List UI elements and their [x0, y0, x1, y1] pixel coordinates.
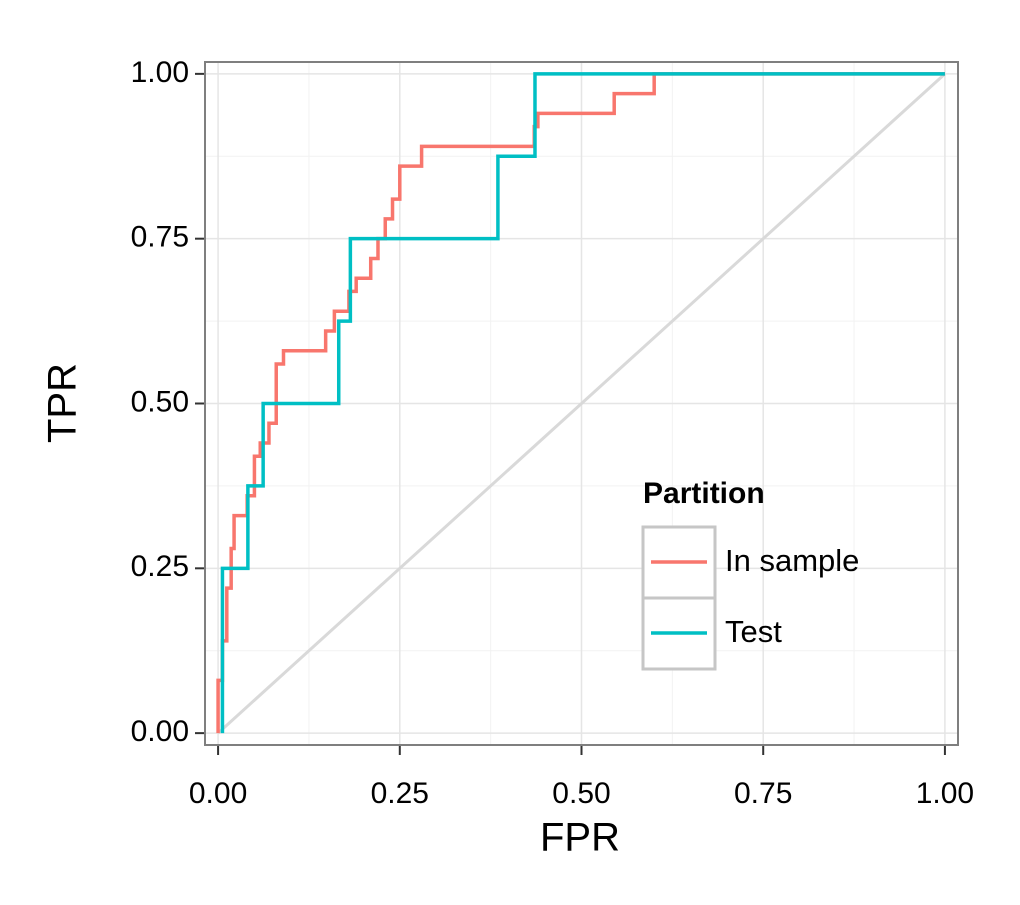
y-tick-label: 0.00 [131, 715, 189, 748]
y-tick-label: 0.50 [131, 385, 189, 418]
legend-label: Test [725, 614, 782, 649]
panel-border [204, 61, 959, 746]
y-tick-label: 0.25 [131, 550, 189, 583]
reference-line [217, 72, 946, 735]
y-tick-label: 1.00 [131, 56, 189, 89]
roc-line [216, 72, 945, 734]
x-axis-title: FPR [540, 816, 620, 860]
x-tick-label: 0.00 [189, 777, 247, 810]
y-axis-title: TPR [41, 363, 85, 443]
x-tick-label: 0.75 [734, 777, 792, 810]
legend-label: In sample [725, 543, 859, 578]
x-tick-label: 1.00 [916, 777, 974, 810]
roc-line [220, 72, 945, 734]
legend-title: Partition [643, 477, 765, 510]
x-tick-label: 0.25 [371, 777, 429, 810]
y-tick-label: 0.75 [131, 221, 189, 254]
x-tick-label: 0.50 [552, 777, 610, 810]
